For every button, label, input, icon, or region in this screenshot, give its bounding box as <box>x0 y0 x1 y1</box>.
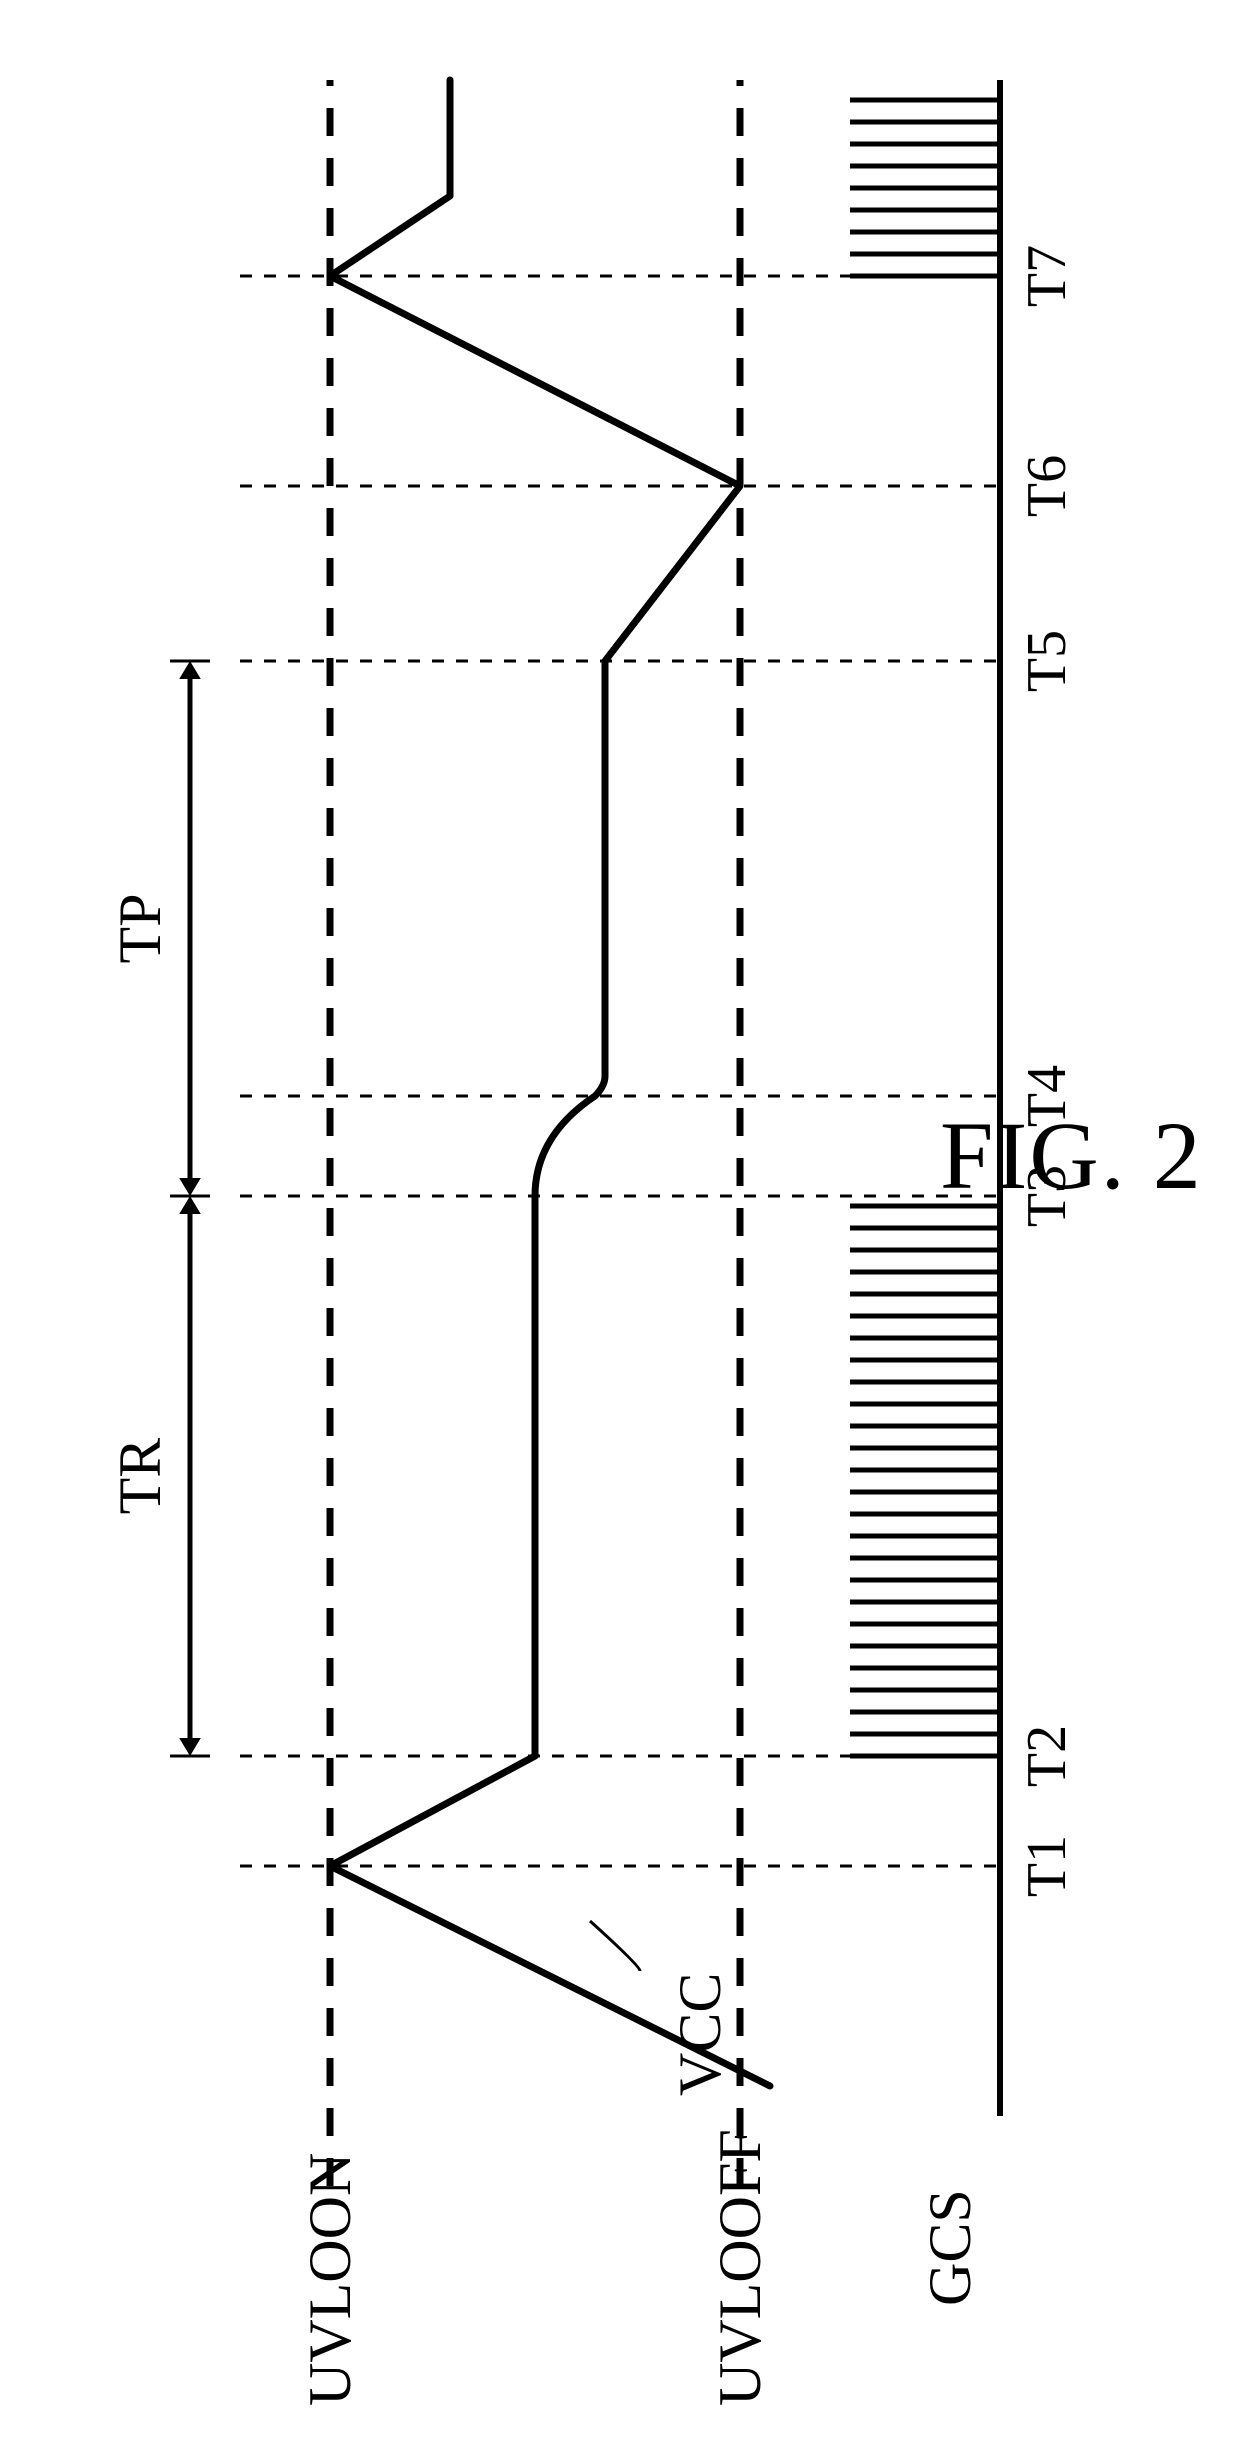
figure-caption: FIG. 2 <box>940 1100 1203 1211</box>
